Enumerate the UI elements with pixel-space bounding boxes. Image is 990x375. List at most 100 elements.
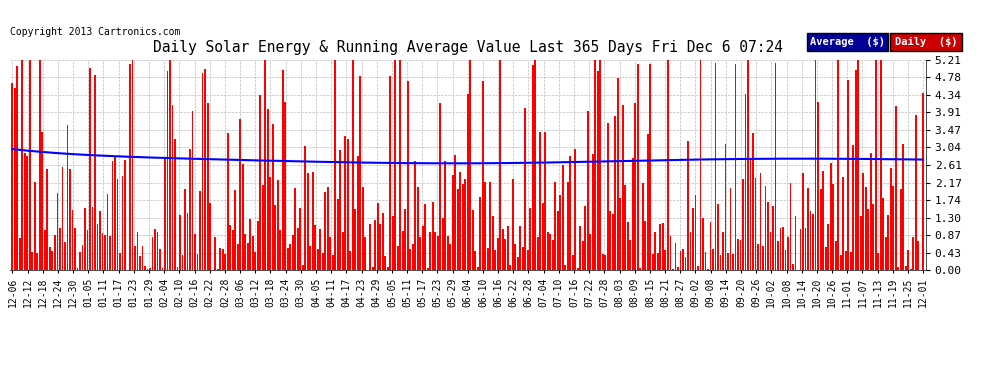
- Bar: [923, 93, 924, 270]
- Bar: [76, 268, 78, 270]
- Bar: [269, 177, 271, 270]
- Bar: [34, 182, 36, 270]
- Bar: [707, 268, 709, 270]
- Bar: [399, 60, 401, 270]
- Bar: [484, 182, 486, 270]
- Bar: [369, 224, 371, 270]
- Bar: [61, 167, 63, 270]
- Bar: [349, 251, 351, 270]
- Bar: [274, 205, 276, 270]
- Bar: [597, 70, 599, 270]
- Bar: [39, 60, 41, 270]
- Bar: [537, 237, 539, 270]
- Bar: [261, 185, 263, 270]
- Bar: [642, 183, 644, 270]
- Bar: [672, 268, 674, 270]
- Bar: [482, 81, 484, 270]
- Bar: [472, 210, 474, 270]
- Bar: [559, 195, 561, 270]
- Bar: [762, 246, 764, 270]
- Bar: [722, 232, 724, 270]
- Bar: [717, 204, 719, 270]
- Bar: [612, 214, 614, 270]
- Bar: [12, 84, 13, 270]
- Bar: [857, 60, 859, 270]
- Bar: [19, 238, 21, 270]
- Bar: [145, 266, 146, 270]
- Bar: [99, 211, 101, 270]
- Bar: [649, 63, 651, 270]
- Bar: [437, 236, 439, 270]
- Bar: [384, 256, 386, 270]
- Bar: [134, 246, 136, 270]
- Bar: [414, 160, 416, 270]
- Bar: [59, 228, 60, 270]
- Bar: [817, 102, 819, 270]
- Bar: [137, 232, 139, 270]
- Bar: [654, 232, 656, 270]
- Bar: [181, 255, 183, 270]
- Bar: [864, 187, 866, 270]
- Bar: [409, 249, 411, 270]
- Bar: [659, 224, 661, 270]
- Bar: [544, 132, 546, 270]
- Bar: [730, 188, 732, 270]
- Bar: [689, 232, 691, 270]
- Bar: [79, 252, 81, 270]
- Bar: [592, 154, 594, 270]
- Title: Daily Solar Energy & Running Average Value Last 365 Days Fri Dec 6 07:24: Daily Solar Energy & Running Average Val…: [152, 40, 783, 55]
- Bar: [551, 240, 553, 270]
- Bar: [259, 94, 261, 270]
- Bar: [332, 255, 334, 270]
- Bar: [392, 216, 394, 270]
- Bar: [425, 204, 426, 270]
- Bar: [159, 249, 161, 270]
- Bar: [119, 253, 121, 270]
- Bar: [394, 60, 396, 270]
- Bar: [397, 246, 399, 270]
- Bar: [289, 244, 291, 270]
- Bar: [354, 209, 356, 270]
- Bar: [254, 252, 256, 270]
- Bar: [882, 198, 884, 270]
- Bar: [710, 222, 712, 270]
- Bar: [54, 235, 55, 270]
- Bar: [459, 172, 461, 270]
- Bar: [346, 139, 348, 270]
- Bar: [247, 243, 248, 270]
- Bar: [684, 257, 686, 270]
- Bar: [309, 246, 311, 270]
- Bar: [494, 249, 496, 270]
- Bar: [749, 158, 751, 270]
- Bar: [345, 136, 346, 270]
- Bar: [584, 206, 586, 270]
- Bar: [792, 264, 794, 270]
- Bar: [522, 247, 524, 270]
- Bar: [240, 119, 241, 270]
- Text: Copyright 2013 Cartronics.com: Copyright 2013 Cartronics.com: [10, 27, 180, 37]
- Bar: [229, 225, 231, 270]
- Bar: [337, 199, 339, 270]
- Bar: [299, 208, 301, 270]
- Bar: [905, 266, 907, 270]
- Bar: [897, 267, 899, 270]
- Bar: [330, 237, 331, 270]
- Bar: [867, 209, 869, 270]
- Bar: [782, 227, 784, 270]
- Bar: [702, 218, 704, 270]
- Bar: [164, 158, 166, 270]
- Bar: [535, 60, 537, 270]
- Bar: [477, 267, 479, 270]
- Bar: [377, 203, 378, 270]
- Bar: [456, 189, 458, 270]
- Bar: [842, 177, 844, 270]
- Bar: [620, 198, 622, 270]
- Bar: [617, 78, 619, 270]
- Bar: [256, 221, 258, 270]
- Bar: [847, 80, 849, 270]
- Bar: [37, 253, 39, 270]
- Bar: [742, 179, 743, 270]
- Bar: [892, 186, 894, 270]
- Bar: [652, 254, 653, 270]
- Bar: [549, 234, 551, 270]
